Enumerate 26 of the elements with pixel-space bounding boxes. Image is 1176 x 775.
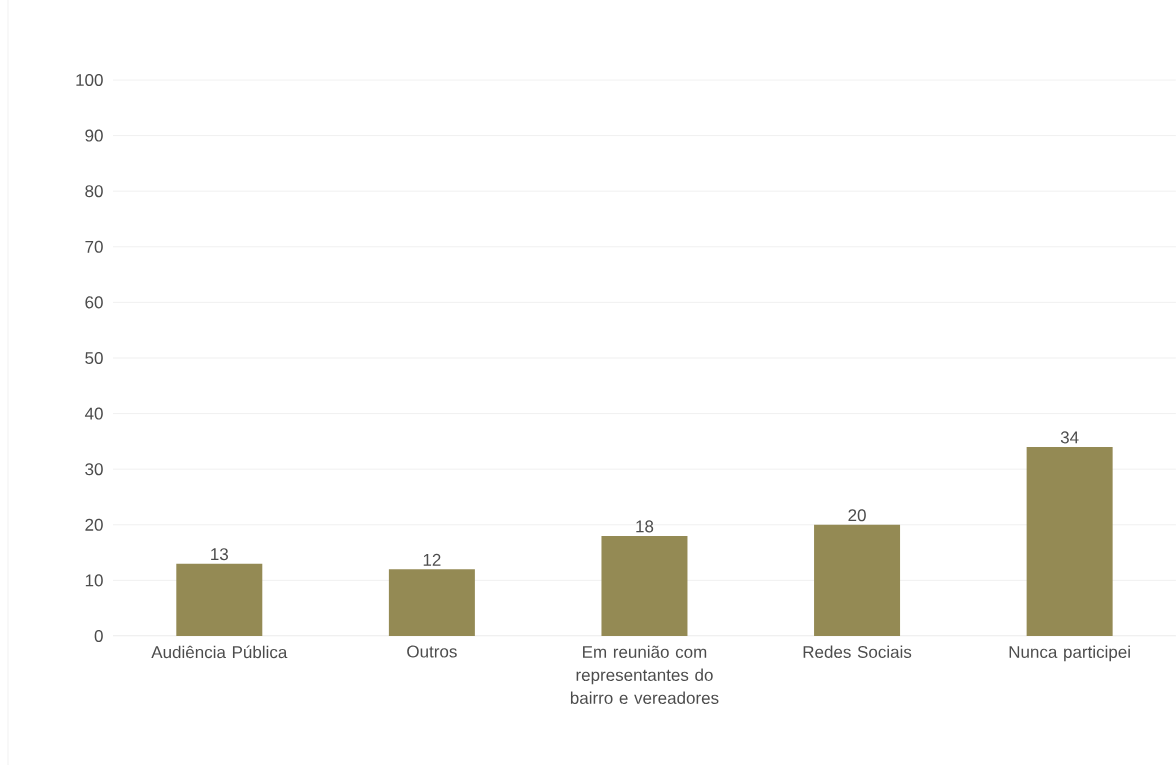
data-label: 18 [636, 520, 654, 533]
y-tick-label: 60 [85, 296, 103, 309]
y-tick-label: 50 [85, 351, 103, 365]
bar [176, 563, 263, 636]
bar [601, 535, 688, 636]
x-tick-label: Redes Sociais [803, 645, 912, 659]
y-tick-label: 100 [76, 73, 103, 87]
data-label: 20 [848, 509, 866, 522]
bar [388, 569, 475, 636]
x-tick-label: Nunca participei [1009, 645, 1130, 662]
data-label: 34 [1060, 431, 1079, 444]
x-tick-label: Outros [407, 645, 457, 658]
y-tick-label: 20 [85, 518, 103, 531]
bar [1026, 446, 1113, 636]
y-tick-label: 30 [85, 463, 103, 476]
bar [814, 524, 901, 636]
x-tick-label: Audiência Pública [151, 645, 288, 659]
y-tick-label: 90 [85, 129, 103, 142]
data-label: 12 [423, 553, 441, 566]
y-tick-label: 70 [85, 240, 103, 253]
y-tick-label: 10 [85, 574, 103, 587]
x-tick-label: Em reunião com representantes do bairro e vereadores [570, 645, 719, 705]
y-tick-label: 80 [85, 185, 103, 198]
y-tick-label: 0 [94, 629, 103, 643]
data-label: 13 [211, 548, 228, 561]
y-tick-label: 40 [84, 407, 103, 420]
